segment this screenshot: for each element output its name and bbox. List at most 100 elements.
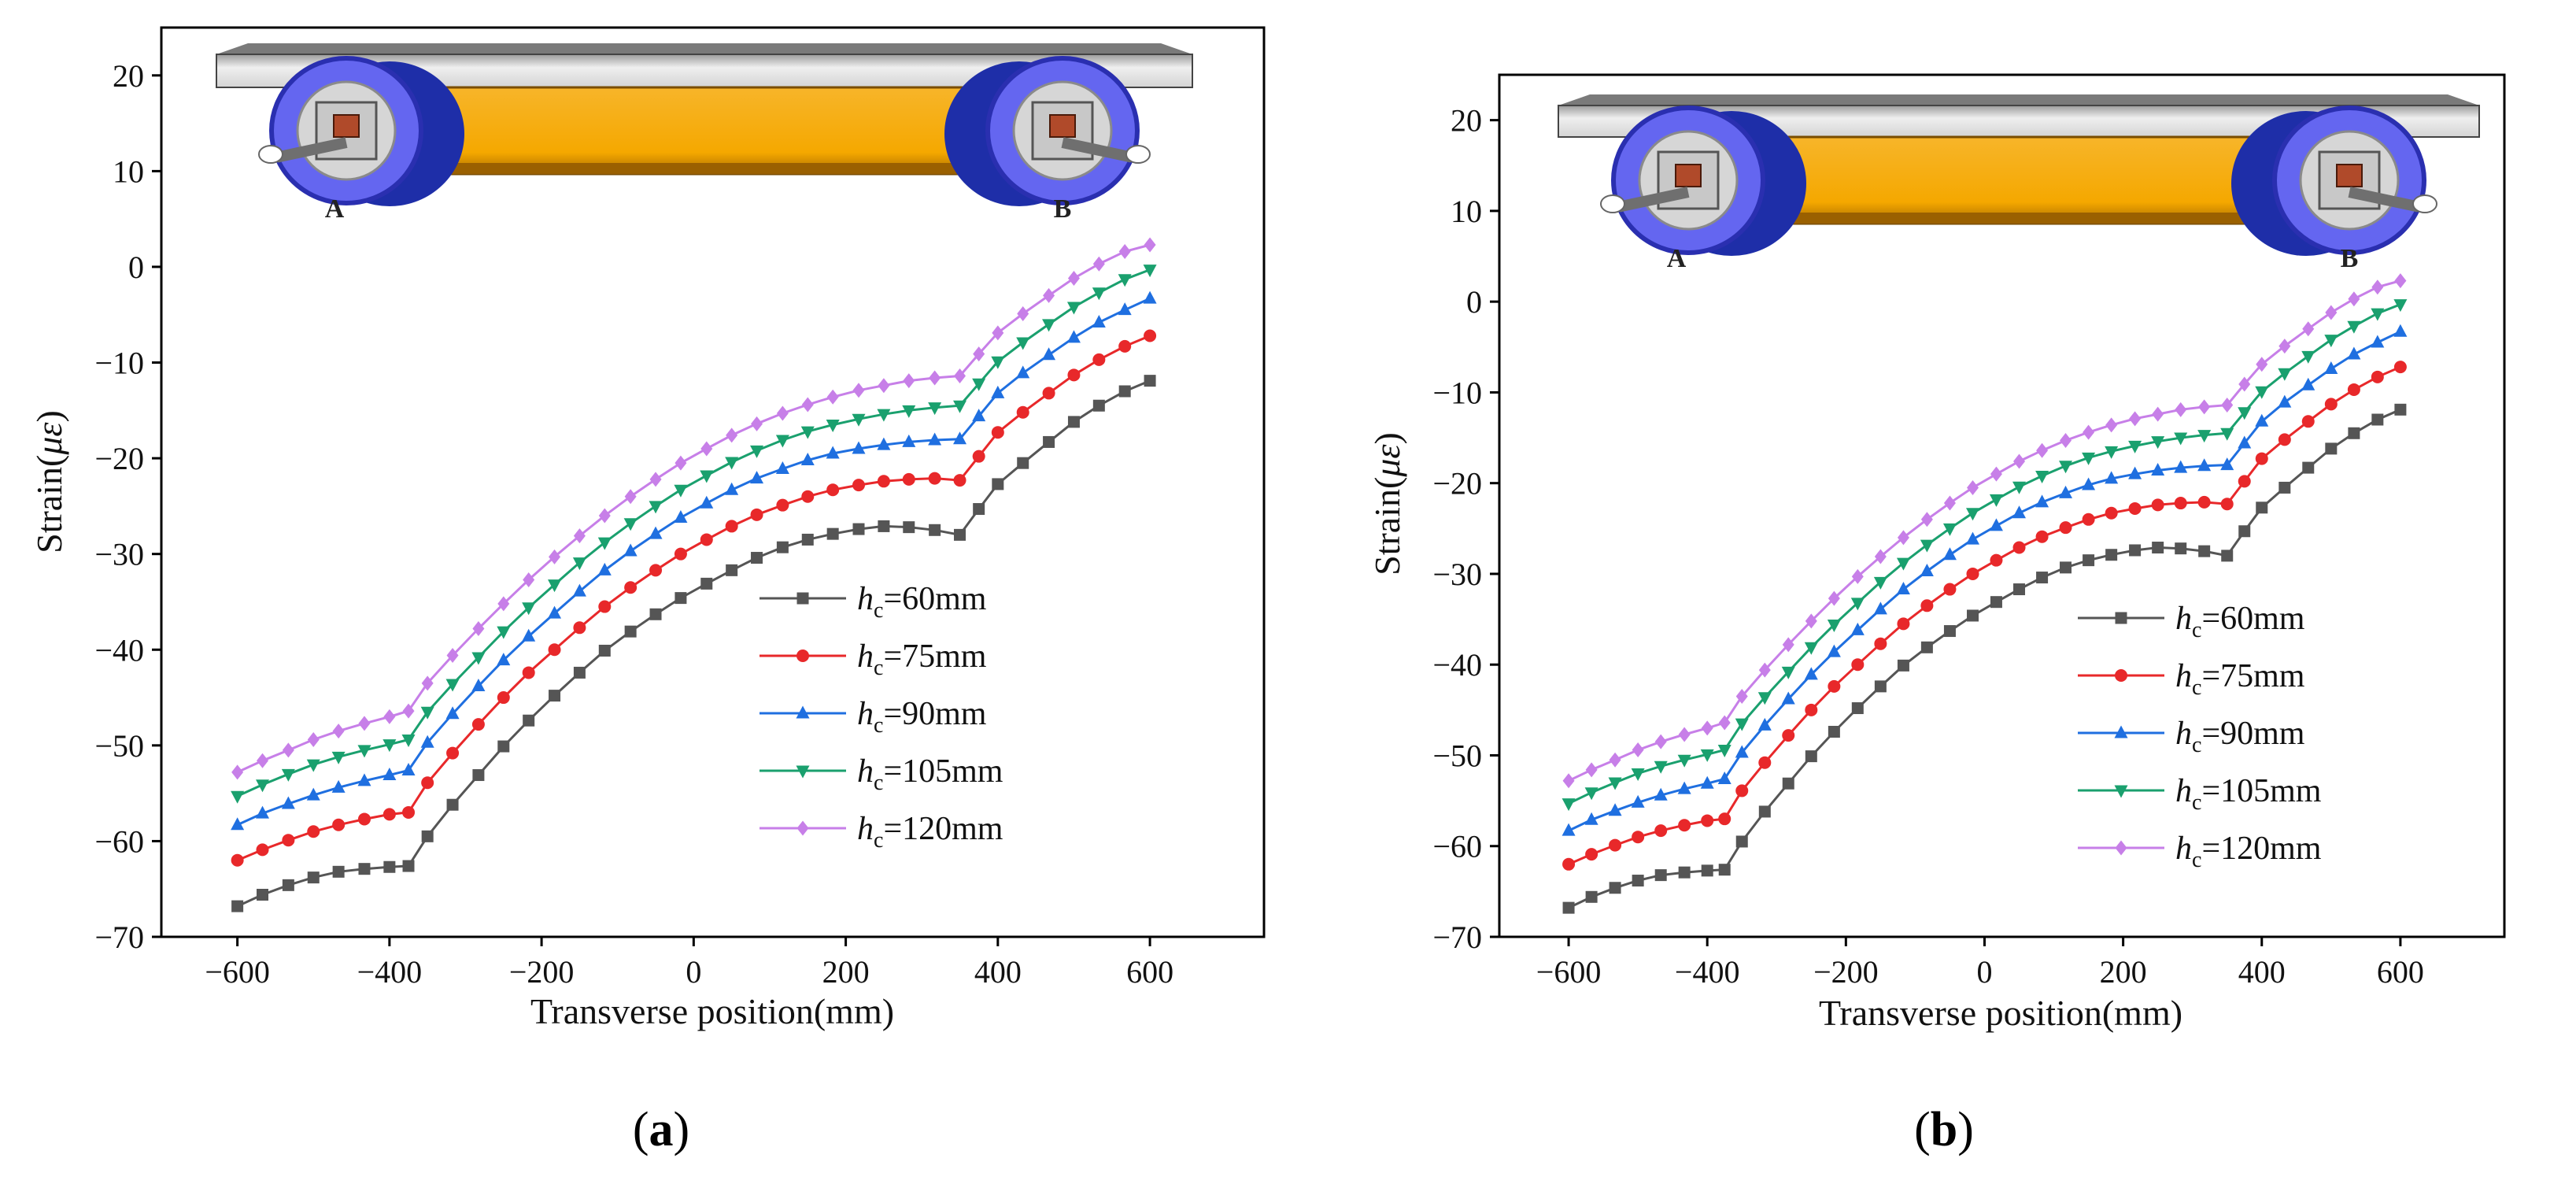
data-point xyxy=(1805,703,1818,716)
data-point xyxy=(1092,287,1106,301)
data-point xyxy=(826,483,840,497)
data-point xyxy=(2220,457,2234,471)
data-point xyxy=(282,742,294,758)
data-point xyxy=(1897,617,1910,631)
data-point xyxy=(2325,305,2338,320)
data-point xyxy=(1042,347,1056,361)
data-point xyxy=(801,490,815,503)
data-point xyxy=(2324,361,2338,374)
data-point xyxy=(1718,812,1732,826)
data-point xyxy=(2035,494,2049,508)
data-point xyxy=(2151,436,2165,450)
data-point xyxy=(383,709,396,724)
data-point xyxy=(257,753,269,768)
data-point xyxy=(358,863,371,875)
data-point xyxy=(852,523,865,535)
y-tick-label: −20 xyxy=(1432,466,1482,501)
wheel-b xyxy=(2231,105,2437,256)
legend-label: hc=75mm xyxy=(857,638,987,680)
data-point xyxy=(383,808,396,821)
legend-item: hc=120mm xyxy=(2078,831,2322,872)
series-hc=90mm xyxy=(1561,324,2408,836)
data-point xyxy=(598,644,611,657)
data-point xyxy=(1654,760,1668,774)
legend-text: =105mm xyxy=(2201,773,2321,809)
x-tick-label: −600 xyxy=(205,954,270,990)
data-point xyxy=(231,853,244,867)
data-point xyxy=(2128,440,2142,453)
data-point xyxy=(1758,662,1771,678)
legend-marker xyxy=(796,649,809,662)
legend-marker xyxy=(2115,840,2127,856)
y-tick-label: −40 xyxy=(94,632,144,668)
panel-caption-close: ) xyxy=(674,1103,690,1156)
legend-label: hc=60mm xyxy=(857,581,987,623)
data-point xyxy=(1701,720,1713,736)
data-point xyxy=(421,830,434,842)
legend-subscript: c xyxy=(2192,790,2201,815)
data-point xyxy=(674,592,687,605)
panel-caption-close: ) xyxy=(1957,1103,1974,1156)
legend-text: =75mm xyxy=(2201,658,2304,694)
data-point xyxy=(1654,787,1668,801)
data-point xyxy=(357,812,371,826)
y-axis-label-symbol: με xyxy=(29,422,69,456)
series-line xyxy=(236,297,1151,827)
data-point xyxy=(1678,866,1691,879)
data-point xyxy=(1585,762,1598,778)
label-a: A xyxy=(1667,244,1687,273)
data-point xyxy=(928,472,941,485)
axle-end xyxy=(2412,194,2437,213)
legend-label: hc=75mm xyxy=(2175,658,2305,700)
legend-label: hc=105mm xyxy=(857,753,1003,795)
data-point xyxy=(1990,466,2002,482)
data-point xyxy=(1990,553,2003,567)
data-point xyxy=(1896,557,1910,571)
data-point xyxy=(725,520,738,533)
data-point xyxy=(954,528,966,541)
data-point xyxy=(973,503,985,516)
data-point xyxy=(1609,882,1621,894)
data-point xyxy=(2301,415,2315,428)
y-axis-label: Strain(με) xyxy=(1367,432,1407,575)
data-point xyxy=(2221,550,2234,562)
series-hc=120mm xyxy=(1562,273,2407,789)
data-point xyxy=(623,518,638,531)
data-point xyxy=(1144,375,1156,387)
y-tick-label: 0 xyxy=(1466,284,1482,320)
data-point xyxy=(2036,572,2049,584)
data-point xyxy=(2238,475,2251,488)
sensor-block xyxy=(333,114,360,138)
legend-symbol: h xyxy=(2175,658,2192,694)
data-point xyxy=(1966,531,1980,545)
data-point xyxy=(1043,435,1055,448)
data-point xyxy=(383,768,397,781)
data-point xyxy=(497,596,510,612)
legend-item: hc=75mm xyxy=(2078,658,2305,700)
data-point xyxy=(649,472,662,487)
legend-item: hc=60mm xyxy=(759,581,987,623)
legend-marker xyxy=(796,765,810,779)
legend-subscript: c xyxy=(2192,848,2201,872)
data-point xyxy=(2347,383,2360,396)
data-point xyxy=(991,356,1005,369)
data-point xyxy=(2394,273,2407,289)
data-point xyxy=(522,666,535,679)
data-point xyxy=(1092,256,1105,272)
data-point xyxy=(1920,563,1934,576)
data-point xyxy=(2278,394,2292,408)
data-point xyxy=(522,628,536,642)
data-point xyxy=(878,520,890,532)
data-point xyxy=(402,703,415,719)
data-point xyxy=(826,527,839,540)
data-point xyxy=(2036,442,2049,458)
data-point xyxy=(2324,335,2338,348)
data-point xyxy=(1585,848,1598,861)
legend-symbol: h xyxy=(857,696,874,732)
data-point xyxy=(231,764,244,780)
label-a: A xyxy=(325,194,345,224)
data-point xyxy=(332,723,345,739)
data-point xyxy=(2197,458,2212,472)
data-point xyxy=(1850,598,1865,611)
data-point xyxy=(2060,433,2072,449)
